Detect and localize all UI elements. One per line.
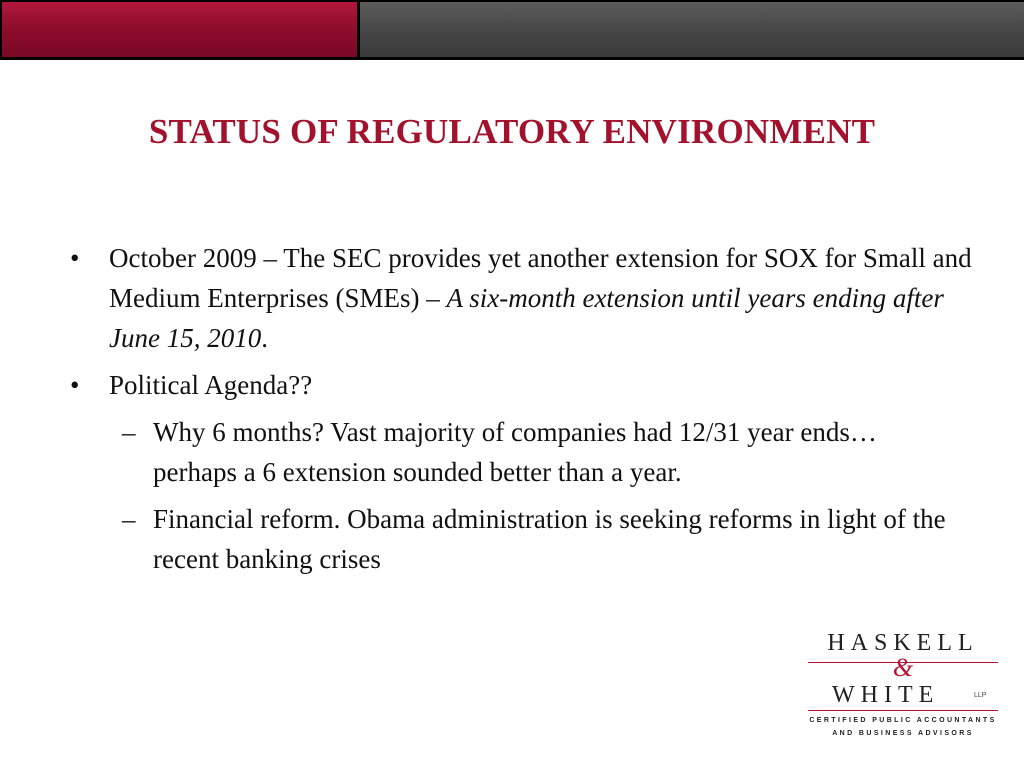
- sub-bullet-text: Financial reform. Obama administration i…: [153, 504, 946, 574]
- sub-bullet-item-financial-reform: – Financial reform. Obama administration…: [122, 499, 973, 579]
- bullet-text: October 2009 – The SEC provides yet anot…: [109, 243, 972, 313]
- bullet-item-political-agenda: • Political Agenda??: [70, 365, 990, 405]
- bullet-emphasis-text: A six-month extension until years ending…: [109, 283, 944, 353]
- logo-tagline1: CERTIFIED PUBLIC ACCOUNTANTS: [809, 717, 997, 724]
- dash-icon: –: [122, 504, 136, 534]
- logo-line1: HASKELL: [827, 630, 979, 656]
- bullet-text: Political Agenda??: [109, 370, 313, 400]
- header-bar-red-segment: [2, 2, 357, 57]
- dash-icon: –: [122, 417, 136, 447]
- logo-tagline2: AND BUSINESS ADVISORS: [832, 730, 974, 737]
- bullet-tail-text: .: [261, 323, 268, 353]
- bullet-icon: •: [70, 370, 80, 400]
- logo-rule-top: [808, 662, 998, 663]
- bullet-icon: •: [70, 243, 80, 273]
- slide-title: STATUS OF REGULATORY ENVIRONMENT: [148, 112, 876, 151]
- logo-line2: WHITE: [832, 682, 940, 708]
- logo-rule-bottom: [808, 710, 998, 711]
- header-bar: [0, 0, 1024, 60]
- haskell-white-logo: HASKELL & WHITE LLP CERTIFIED PUBLIC ACC…: [808, 628, 998, 748]
- bullet-item-sec-extension: • October 2009 – The SEC provides yet an…: [70, 238, 990, 358]
- logo-ampersand: &: [892, 653, 914, 682]
- slide-content: • October 2009 – The SEC provides yet an…: [70, 238, 990, 586]
- sub-bullet-text: Why 6 months? Vast majority of companies…: [153, 417, 877, 487]
- logo-suffix: LLP: [974, 692, 987, 699]
- header-bar-gray-segment: [360, 2, 1024, 57]
- sub-bullet-item-why-6-months: – Why 6 months? Vast majority of compani…: [122, 412, 933, 492]
